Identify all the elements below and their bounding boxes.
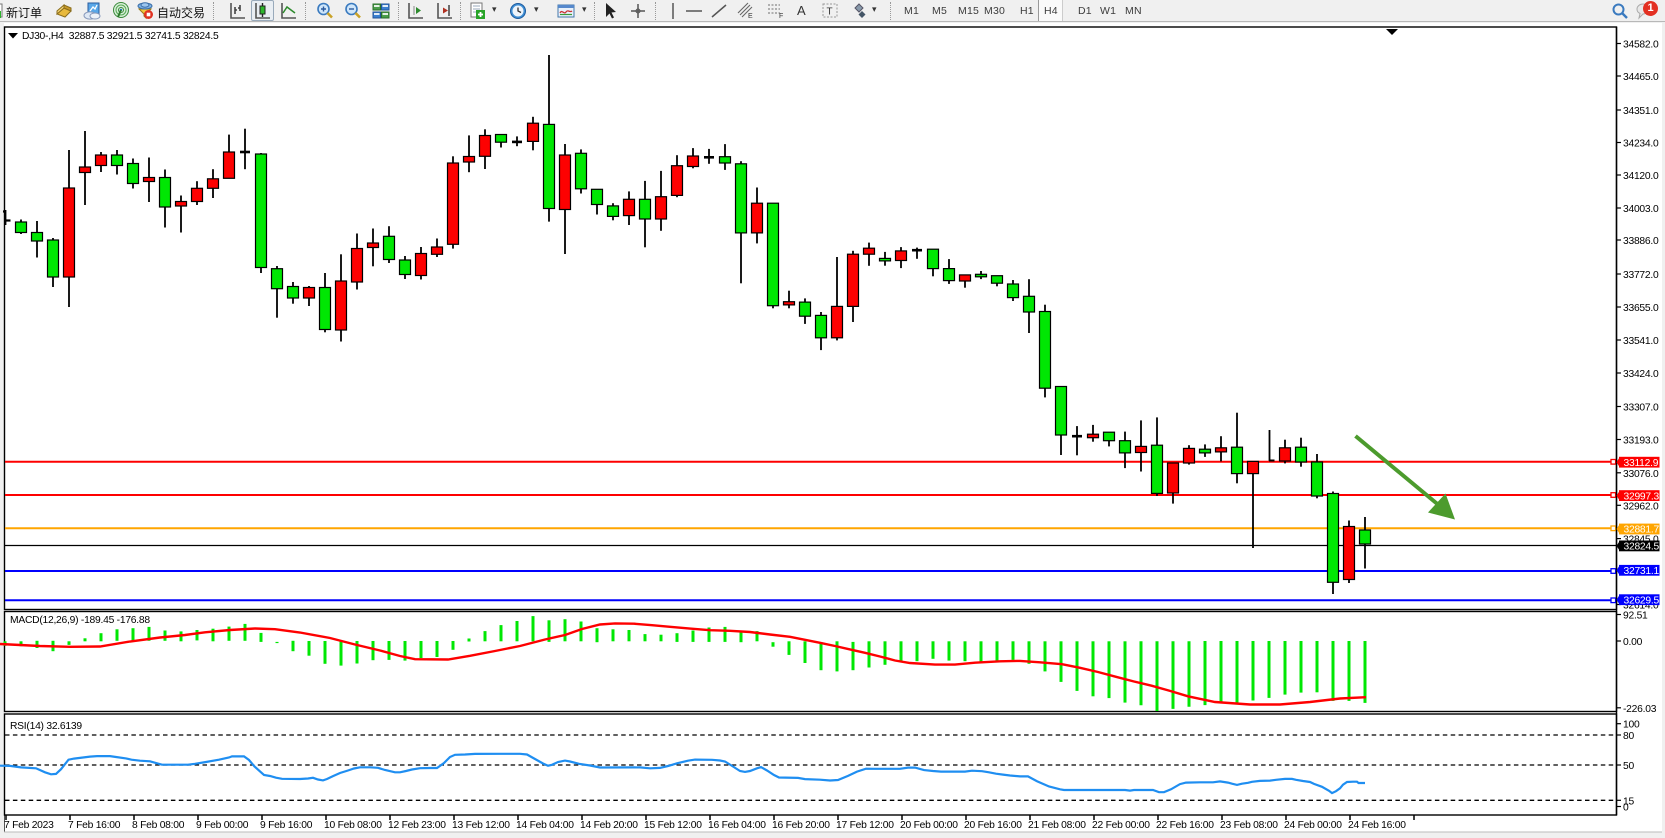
svg-text:32997.3: 32997.3	[1624, 491, 1660, 502]
svg-text:0.00: 0.00	[1623, 637, 1643, 648]
svg-text:22 Feb 16:00: 22 Feb 16:00	[1156, 820, 1214, 831]
svg-text:T: T	[827, 7, 833, 18]
svg-text:17 Feb 12:00: 17 Feb 12:00	[836, 820, 894, 831]
svg-text:0: 0	[1623, 803, 1629, 814]
svg-text:16 Feb 20:00: 16 Feb 20:00	[772, 820, 830, 831]
svg-text:100: 100	[1623, 720, 1640, 731]
svg-text:80: 80	[1623, 731, 1634, 742]
svg-text:33655.0: 33655.0	[1623, 303, 1659, 314]
svg-text:33112.9: 33112.9	[1624, 458, 1659, 469]
svg-text:23 Feb 08:00: 23 Feb 08:00	[1220, 820, 1278, 831]
svg-text:F: F	[779, 13, 783, 20]
svg-text:34582.0: 34582.0	[1623, 40, 1659, 51]
svg-text:20 Feb 16:00: 20 Feb 16:00	[964, 820, 1022, 831]
svg-text:32881.7: 32881.7	[1624, 525, 1660, 536]
svg-text:34465.0: 34465.0	[1623, 72, 1659, 83]
svg-text:33886.0: 33886.0	[1623, 236, 1659, 247]
svg-text:10 Feb 08:00: 10 Feb 08:00	[324, 820, 382, 831]
svg-text:32824.5: 32824.5	[1624, 542, 1660, 553]
svg-text:DJ30-,H4 32887.5 32921.5 3274: DJ30-,H4 32887.5 32921.5 32741.5 32824.5	[22, 31, 219, 42]
svg-text:15: 15	[1623, 796, 1634, 807]
svg-text:34003.0: 34003.0	[1623, 204, 1659, 215]
svg-text:MACD(12,26,9) -189.45 -176.88: MACD(12,26,9) -189.45 -176.88	[10, 615, 150, 626]
svg-text:34120.0: 34120.0	[1623, 171, 1659, 182]
svg-text:50: 50	[1623, 761, 1634, 772]
svg-text:32845.0: 32845.0	[1623, 535, 1659, 546]
svg-text:-226.03: -226.03	[1623, 704, 1657, 715]
svg-text:14 Feb 20:00: 14 Feb 20:00	[580, 820, 638, 831]
svg-text:15 Feb 12:00: 15 Feb 12:00	[644, 820, 702, 831]
svg-text:22 Feb 00:00: 22 Feb 00:00	[1092, 820, 1150, 831]
svg-text:32629.5: 32629.5	[1624, 595, 1660, 606]
svg-text:33424.0: 33424.0	[1623, 369, 1659, 380]
svg-text:20 Feb 00:00: 20 Feb 00:00	[900, 820, 958, 831]
svg-text:33772.0: 33772.0	[1623, 270, 1659, 281]
svg-text:14 Feb 04:00: 14 Feb 04:00	[516, 820, 574, 831]
svg-text:12 Feb 23:00: 12 Feb 23:00	[388, 820, 446, 831]
svg-text:33193.0: 33193.0	[1623, 436, 1659, 447]
svg-text:34351.0: 34351.0	[1623, 106, 1659, 117]
svg-text:34234.0: 34234.0	[1623, 139, 1659, 150]
svg-text:32962.0: 32962.0	[1623, 501, 1659, 512]
svg-text:33076.0: 33076.0	[1623, 469, 1659, 480]
svg-text:21 Feb 08:00: 21 Feb 08:00	[1028, 820, 1086, 831]
svg-text:33307.0: 33307.0	[1623, 403, 1659, 414]
svg-text:24 Feb 00:00: 24 Feb 00:00	[1284, 820, 1342, 831]
svg-text:7 Feb 2023: 7 Feb 2023	[4, 820, 54, 831]
svg-text:E: E	[748, 13, 753, 20]
svg-text:92.51: 92.51	[1623, 611, 1648, 622]
svg-text:33541.0: 33541.0	[1623, 336, 1659, 347]
svg-text:32731.1: 32731.1	[1624, 566, 1660, 577]
svg-text:16 Feb 04:00: 16 Feb 04:00	[708, 820, 766, 831]
svg-text:7 Feb 16:00: 7 Feb 16:00	[68, 820, 121, 831]
svg-text:RSI(14) 32.6139: RSI(14) 32.6139	[10, 721, 82, 732]
svg-text:32614.0: 32614.0	[1623, 601, 1659, 612]
svg-text:8 Feb 08:00: 8 Feb 08:00	[132, 820, 185, 831]
svg-text:9 Feb 16:00: 9 Feb 16:00	[260, 820, 313, 831]
svg-text:24 Feb 16:00: 24 Feb 16:00	[1348, 820, 1406, 831]
svg-text:13 Feb 12:00: 13 Feb 12:00	[452, 820, 510, 831]
svg-text:9 Feb 00:00: 9 Feb 00:00	[196, 820, 249, 831]
